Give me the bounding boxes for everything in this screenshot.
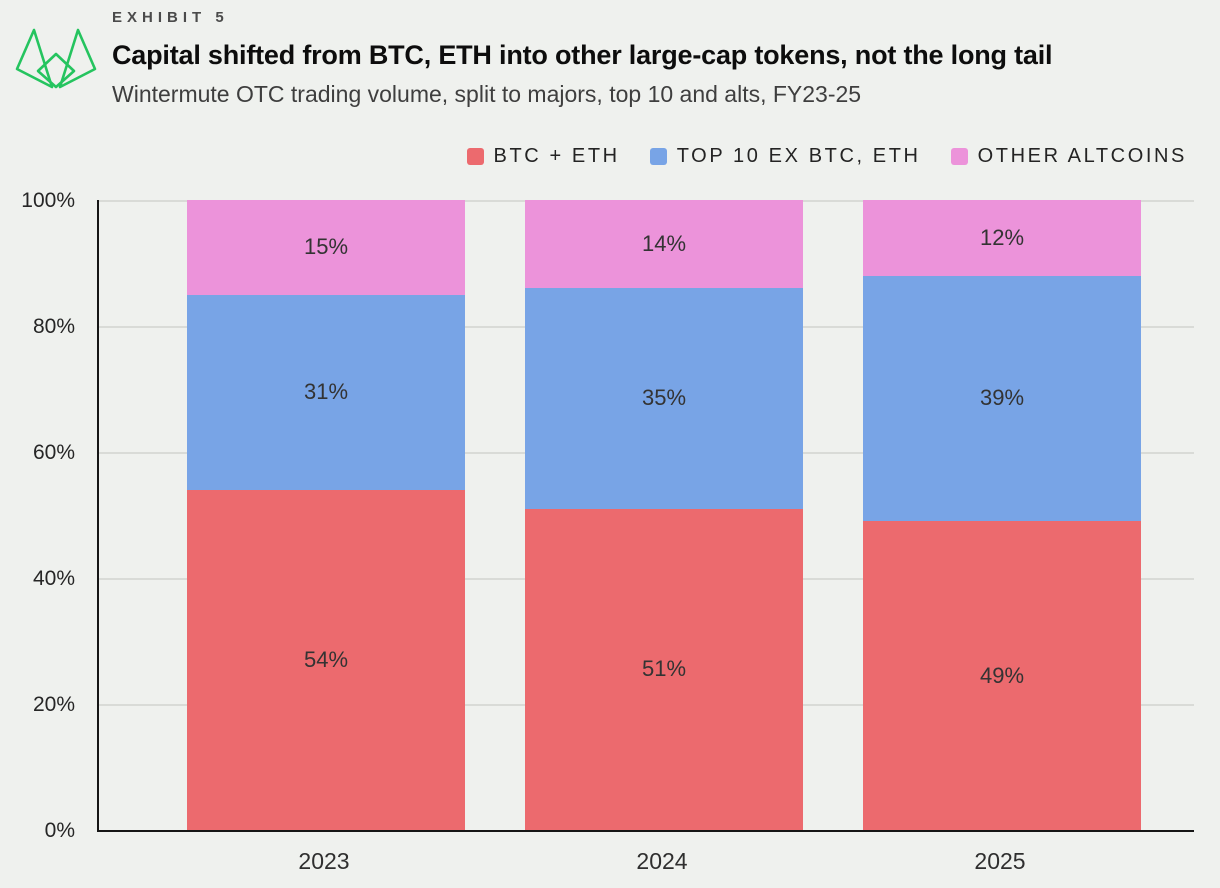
bar-segment-btc-eth: 51% bbox=[525, 508, 803, 830]
legend-item-btc-eth: BTC + ETH bbox=[466, 145, 620, 168]
x-axis: 2023 2024 2025 bbox=[97, 848, 1192, 880]
x-axis-label-2023: 2023 bbox=[298, 848, 350, 874]
legend-label: TOP 10 EX BTC, ETH bbox=[676, 145, 921, 167]
bar-2023: 15% 31% 54% bbox=[187, 200, 465, 830]
bar-value-label: 14% bbox=[641, 231, 687, 257]
bar-segment-btc-eth: 49% bbox=[863, 521, 1141, 830]
bar-value-label: 49% bbox=[979, 662, 1025, 688]
bar-segment-top-10-ex-btc-eth: 31% bbox=[187, 294, 465, 490]
y-axis-tick-label: 60% bbox=[32, 441, 75, 464]
x-axis-label-2025: 2025 bbox=[974, 848, 1026, 874]
bar-2025: 12% 39% 49% bbox=[863, 200, 1141, 830]
legend-swatch-icon bbox=[466, 148, 484, 165]
legend-label: OTHER ALTCOINS bbox=[977, 145, 1187, 167]
bar-2024: 14% 35% 51% bbox=[525, 200, 803, 830]
bar-segment-top-10-ex-btc-eth: 35% bbox=[525, 288, 803, 509]
bar-segment-other-altcoins: 15% bbox=[187, 200, 465, 295]
legend-label: BTC + ETH bbox=[493, 145, 620, 167]
y-axis-tick-label: 20% bbox=[32, 693, 75, 716]
x-axis-label-2024: 2024 bbox=[636, 848, 688, 874]
bar-value-label: 54% bbox=[303, 646, 349, 672]
chart-legend: BTC + ETH TOP 10 EX BTC, ETH OTHER ALTCOIN… bbox=[466, 145, 1188, 168]
chart-subtitle: Wintermute OTC trading volume, split to … bbox=[112, 81, 862, 107]
y-axis-tick-label: 40% bbox=[32, 567, 75, 590]
legend-item-top-10-ex-btc-eth: TOP 10 EX BTC, ETH bbox=[649, 145, 921, 168]
bar-segment-btc-eth: 54% bbox=[187, 489, 465, 830]
bar-value-label: 39% bbox=[979, 385, 1025, 411]
y-axis: 100% 80% 60% 40% 20% 0% bbox=[0, 189, 75, 842]
bar-value-label: 15% bbox=[303, 234, 349, 260]
bar-value-label: 51% bbox=[641, 656, 687, 682]
stacked-bar-chart-plot: 15% 31% 54% 14% 35% 51% 12% 39% 49% bbox=[97, 200, 1194, 832]
wintermute-logo-icon bbox=[15, 28, 97, 89]
exhibit-label: EXHIBIT 5 bbox=[112, 9, 229, 26]
legend-swatch-icon bbox=[950, 148, 968, 165]
bar-segment-top-10-ex-btc-eth: 39% bbox=[863, 275, 1141, 522]
y-axis-tick-label: 100% bbox=[21, 189, 75, 212]
chart-title: Capital shifted from BTC, ETH into other… bbox=[112, 40, 1053, 70]
bar-segment-other-altcoins: 14% bbox=[525, 200, 803, 289]
legend-swatch-icon bbox=[649, 148, 667, 165]
y-axis-tick-label: 80% bbox=[32, 315, 75, 338]
bar-value-label: 35% bbox=[641, 385, 687, 411]
legend-item-other-altcoins: OTHER ALTCOINS bbox=[950, 145, 1187, 168]
bar-value-label: 12% bbox=[979, 224, 1025, 250]
y-axis-tick-label: 0% bbox=[44, 819, 75, 842]
bar-segment-other-altcoins: 12% bbox=[863, 200, 1141, 276]
bar-value-label: 31% bbox=[303, 379, 349, 405]
